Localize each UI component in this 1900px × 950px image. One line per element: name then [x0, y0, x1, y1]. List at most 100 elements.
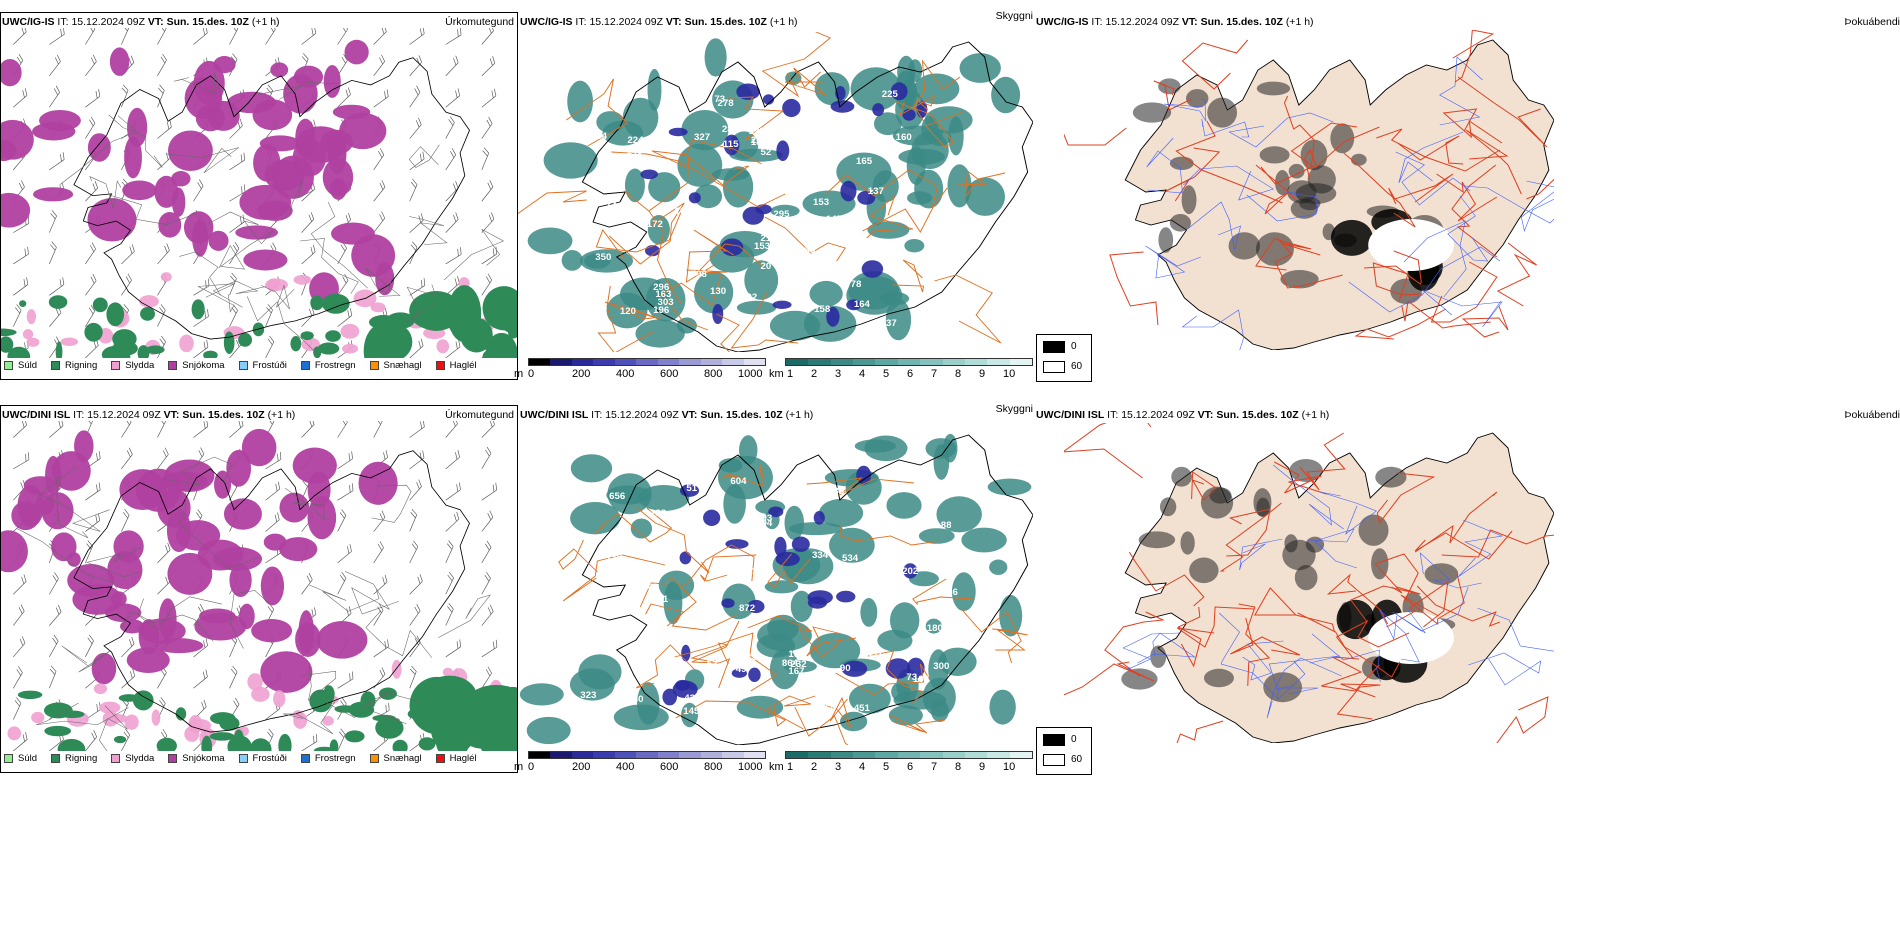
cloud-base-tick: 200 — [572, 761, 591, 773]
header-it-value: 15.12.2024 09Z — [71, 16, 145, 28]
cloud-base-label: 142 — [590, 485, 606, 495]
legend-item: Rigning — [51, 753, 97, 764]
cloud-base-label: 94 — [697, 595, 709, 605]
cloud-base-label: 296 — [653, 282, 669, 292]
cloud-base-label: 169 — [799, 245, 815, 255]
cloud-base-label: 133 — [828, 486, 844, 496]
cloud-base-label: 981 — [935, 216, 951, 226]
cloud-base-label: 73 — [714, 94, 725, 104]
visibility-tick: 9 — [979, 368, 986, 380]
header-it-value: 15.12.2024 09Z — [1121, 409, 1195, 421]
cloud-base-label: 162 — [788, 649, 804, 659]
legend-item: Frostúði — [238, 753, 287, 764]
header-model: UWC/DINI ISL — [520, 409, 589, 421]
legend-swatch — [435, 361, 445, 370]
cloud-base-label: 64 — [825, 703, 837, 713]
cloud-base-label: 51 — [686, 483, 697, 493]
visibility-tick: 8 — [955, 368, 962, 380]
legend-swatch — [300, 754, 310, 763]
panel-title: Úrkomutegund — [445, 16, 514, 28]
cloud-base-label: 837 — [881, 318, 897, 328]
legend-item: Frostregn — [300, 360, 356, 371]
cloud-base-label: 172 — [647, 219, 663, 229]
cloud-base-tick: 400 — [616, 368, 635, 380]
visibility-tick: 7 — [931, 368, 938, 380]
header-vt-label: VT: — [1197, 409, 1214, 421]
legend-swatch — [168, 361, 178, 370]
panel-title: Skyggni — [995, 10, 1033, 22]
legend-swatch — [51, 754, 61, 763]
fog-key-swatch — [1043, 754, 1065, 766]
cloud-base-label: 163 — [655, 289, 671, 299]
cloud-base-label: 211 — [847, 257, 863, 267]
cloud-base-tick: 0 — [528, 761, 535, 773]
cloud-base-label: 78 — [851, 279, 862, 289]
header-vt-value: Sun. 15.des. 10Z — [684, 16, 767, 28]
legend-item: Súld — [4, 753, 37, 764]
header-vt-value: Sun. 15.des. 10Z — [700, 409, 783, 421]
visibility-tick: 4 — [859, 368, 866, 380]
cloud-base-label: 278 — [718, 98, 734, 108]
cloud-base-label: 160 — [896, 132, 912, 142]
header-vt-label: VT: — [681, 409, 698, 421]
legend-label: Rigning — [65, 753, 98, 764]
cloud-base-label: 232 — [791, 659, 807, 669]
cloud-base-label: 196 — [653, 305, 669, 315]
cloud-base-label: 167 — [788, 666, 804, 676]
legend-swatch — [51, 361, 61, 370]
cloud-base-label: 839 — [695, 633, 711, 643]
cloud-base-label: 137 — [868, 186, 884, 196]
header-vt-value: Sun. 15.des. 10Z — [1200, 16, 1283, 28]
header-lead: (+1 h) — [251, 16, 280, 28]
header-model: UWC/DINI ISL — [2, 409, 71, 421]
legend-swatch — [111, 754, 121, 763]
legend-label: Haglél — [449, 753, 477, 764]
legend-item: Haglél — [435, 360, 477, 371]
legend-label: Frostregn — [314, 360, 356, 371]
cloud-base-label: 120 — [749, 126, 765, 136]
header-it-label: IT: — [73, 409, 85, 421]
legend-label: Frostregn — [314, 753, 356, 764]
panel-title: Þokuábendi — [1844, 409, 1900, 421]
cloud-base-label: 534 — [842, 553, 859, 563]
legend-label: Súld — [18, 360, 38, 371]
panel-header: UWC/IG-IS IT: 15.12.2024 09Z VT: Sun. 15… — [1036, 16, 1314, 28]
cloud-base-tick: 1000 — [738, 368, 763, 380]
cloud-base-tick: 800 — [704, 761, 723, 773]
visibility-tick: 3 — [835, 368, 842, 380]
cloud-base-label: 224 — [627, 135, 644, 145]
panel-header: UWC/DINI ISL IT: 15.12.2024 09Z VT: Sun.… — [520, 409, 813, 421]
cloud-base-tick: 600 — [660, 761, 679, 773]
cloud-base-label: 286 — [942, 587, 958, 597]
header-it-label: IT: — [575, 16, 587, 28]
header-model: UWC/IG-IS — [1036, 16, 1089, 28]
fog-key-swatch — [1043, 341, 1065, 353]
legend-swatch — [168, 754, 178, 763]
cloud-base-label: 73 — [906, 672, 917, 682]
header-vt-value: Sun. 15.des. 10Z — [166, 16, 249, 28]
cloud-base-label: 334 — [812, 550, 829, 560]
cloud-base-label: 145 — [826, 214, 842, 224]
cloud-base-label: 93 — [762, 513, 773, 523]
fog-key: 0 60 — [1036, 727, 1092, 775]
cloud-base-tick: 600 — [660, 368, 679, 380]
legend-swatch — [369, 361, 379, 370]
cloud-base-label: 153 — [813, 197, 829, 207]
cloud-base-label: 148 — [626, 146, 642, 156]
panel-title: Þokuábendi — [1844, 16, 1900, 28]
fog-key-label: 0 — [1071, 341, 1077, 352]
fog-key-label: 60 — [1071, 361, 1083, 372]
legend-swatch — [238, 754, 248, 763]
cloud-base-label: 323 — [580, 690, 596, 700]
precip-map — [1, 28, 517, 358]
cloud-base-label: 130 — [606, 552, 622, 562]
cloud-visibility-panel: UWC/DINI ISL IT: 15.12.2024 09Z VT: Sun.… — [514, 403, 1033, 773]
header-vt-value: Sun. 15.des. 10Z — [1216, 409, 1299, 421]
cloud-base-label: 847 — [619, 205, 635, 215]
cloud-base-label: 300 — [933, 661, 949, 671]
cloud-base-label: 141 — [890, 251, 906, 261]
precip-type-panel: UWC/IG-IS IT: 15.12.2024 09Z VT: Sun. 15… — [0, 12, 518, 380]
panel-frame — [0, 405, 518, 773]
cloud-base-label: 341 — [652, 594, 668, 604]
panel-header: UWC/IG-IS IT: 15.12.2024 09Z VT: Sun. 15… — [520, 16, 798, 28]
